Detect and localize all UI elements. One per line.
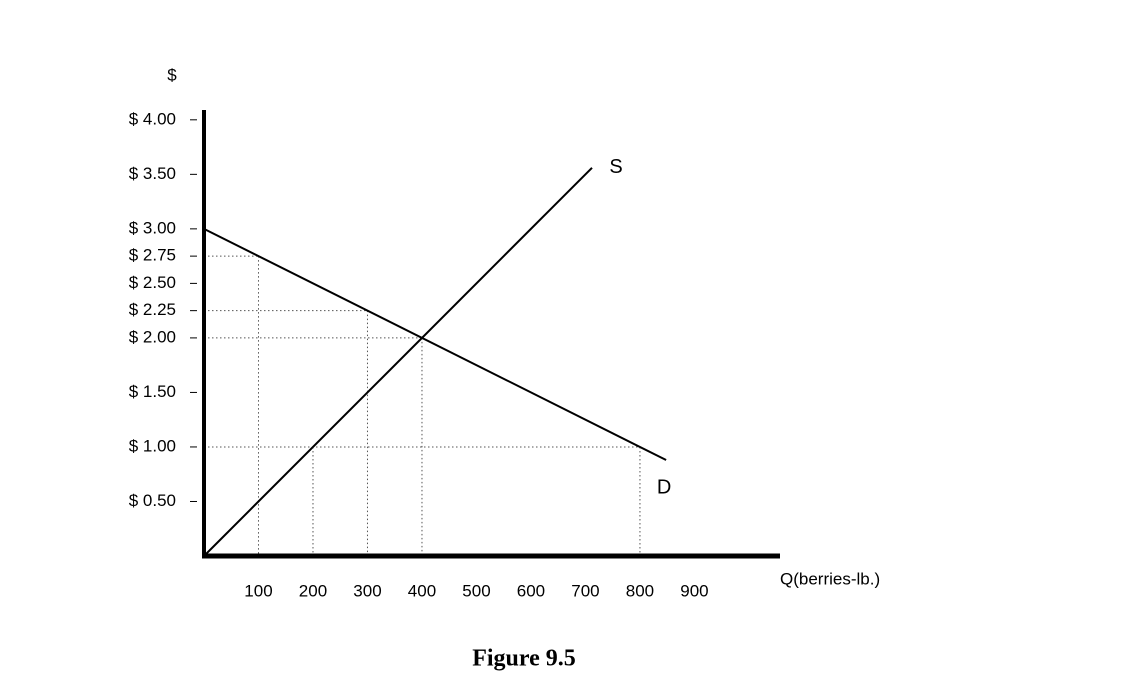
y-tick-label: $ 2.25 <box>129 300 176 319</box>
series-line <box>203 227 667 461</box>
x-tick-label: 900 <box>680 581 708 600</box>
figure-caption: Figure 9.5 <box>472 646 576 672</box>
y-tick-label: $ 1.50 <box>129 382 176 401</box>
y-tick-label: $ 4.00 <box>129 109 176 128</box>
x-tick-label: 100 <box>244 581 272 600</box>
series-label: S <box>609 156 622 178</box>
x-tick-label: 800 <box>626 581 654 600</box>
x-tick-label: 200 <box>299 581 327 600</box>
y-tick-label: $ 1.00 <box>129 436 176 455</box>
y-tick-label: $ 0.50 <box>129 491 176 510</box>
x-tick-label: 400 <box>408 581 436 600</box>
series-label: D <box>657 476 671 498</box>
y-tick-label: $ 2.50 <box>129 273 176 292</box>
series-line <box>203 167 593 557</box>
x-tick-label: 300 <box>353 581 381 600</box>
x-tick-label: 500 <box>462 581 490 600</box>
x-tick-label: 600 <box>517 581 545 600</box>
x-tick-label: 700 <box>571 581 599 600</box>
x-axis-label: Q(berries-lb.) <box>780 569 880 588</box>
y-axis-label: $ <box>167 65 177 84</box>
y-tick-label: $ 3.50 <box>129 164 176 183</box>
y-tick-label: $ 2.00 <box>129 327 176 346</box>
y-tick-label: $ 2.75 <box>129 246 176 265</box>
y-tick-label: $ 3.00 <box>129 218 176 237</box>
